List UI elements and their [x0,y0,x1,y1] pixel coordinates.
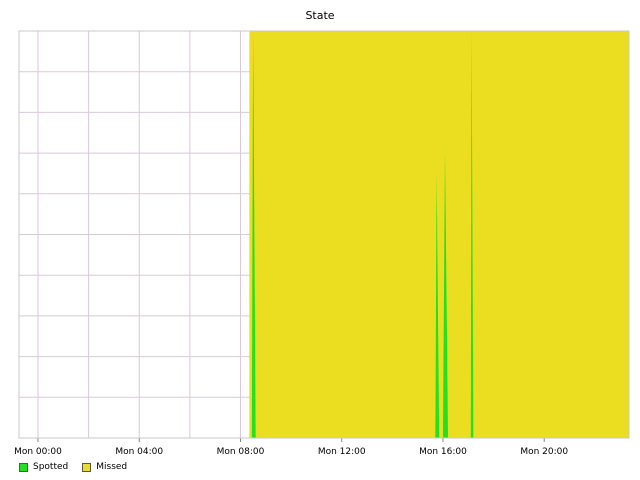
area-spotted-spike [470,31,474,438]
area-spotted-spike [435,173,440,438]
area-spotted-spike [442,153,449,438]
x-ticks: Mon 00:00 Mon 04:00 Mon 08:00 Mon 12:00 Mon … [14,438,568,457]
area-layer [249,31,629,438]
x-tick-label: Mon 20:00 [520,447,568,457]
x-tick-label: Mon 00:00 [14,447,62,457]
x-tick-label: Mon 16:00 [419,447,467,457]
area-spotted-spike [251,31,256,438]
legend: Spotted Missed [19,462,141,472]
legend-swatch-missed [82,462,92,472]
plot-frame [18,30,630,439]
legend-item-missed: Missed [82,462,127,472]
chart-title: State [305,9,334,22]
x-tick-label: Mon 04:00 [115,447,163,457]
legend-item-spotted: Spotted [19,462,68,472]
legend-label-missed: Missed [96,462,128,472]
legend-label-spotted: Spotted [33,462,69,472]
x-tick-label: Mon 12:00 [318,447,366,457]
x-tick-label: Mon 08:00 [217,447,265,457]
legend-swatch-spotted [19,462,28,472]
area-missed [249,31,629,438]
